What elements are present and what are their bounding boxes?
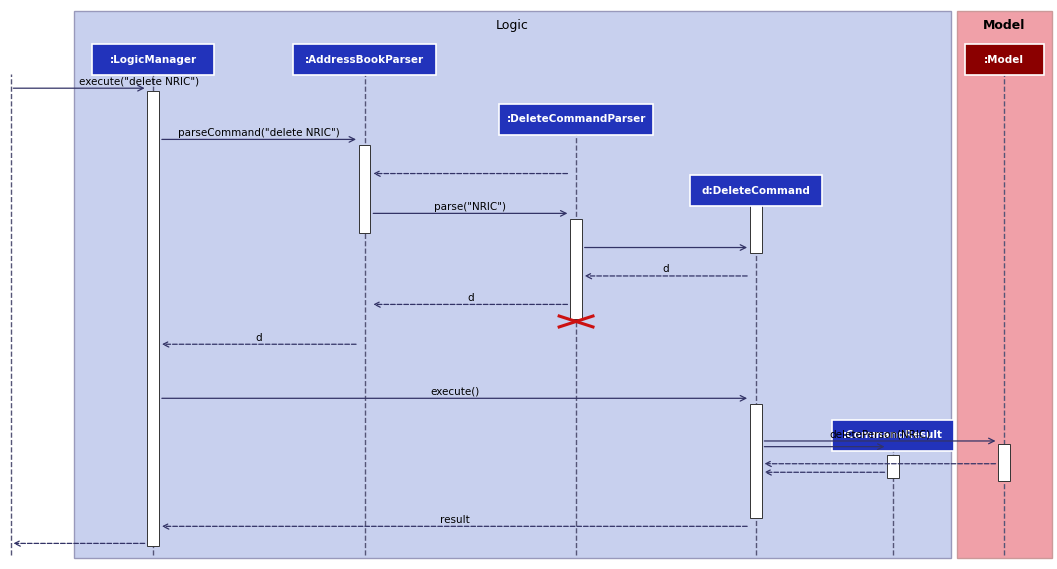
Bar: [750, 404, 761, 518]
FancyBboxPatch shape: [833, 420, 953, 451]
Bar: [571, 219, 581, 319]
FancyBboxPatch shape: [293, 44, 435, 76]
Bar: [957, 11, 1052, 558]
Text: :Model: :Model: [984, 55, 1024, 65]
Text: deletePerson(NRIC): deletePerson(NRIC): [830, 429, 930, 439]
Bar: [74, 11, 951, 558]
FancyBboxPatch shape: [689, 175, 822, 207]
Bar: [147, 91, 159, 546]
Text: d: d: [663, 264, 669, 274]
Text: d:DeleteCommand: d:DeleteCommand: [701, 185, 811, 196]
Text: :DeleteCommandParser: :DeleteCommandParser: [506, 114, 646, 125]
FancyBboxPatch shape: [500, 104, 653, 135]
FancyBboxPatch shape: [964, 44, 1043, 76]
Text: d: d: [256, 332, 262, 343]
FancyBboxPatch shape: [93, 44, 214, 76]
Text: execute("delete NRIC"): execute("delete NRIC"): [79, 76, 200, 86]
Text: :AddressBookParser: :AddressBookParser: [305, 55, 424, 65]
Text: execute(): execute(): [430, 386, 479, 397]
Text: result: result: [440, 514, 469, 525]
Text: parse("NRIC"): parse("NRIC"): [434, 201, 506, 212]
Text: d: d: [467, 292, 474, 303]
Text: :CommandResult: :CommandResult: [843, 430, 943, 440]
Bar: [998, 444, 1010, 481]
Text: :LogicManager: :LogicManager: [110, 55, 197, 65]
Bar: [888, 455, 898, 478]
Text: Model: Model: [983, 19, 1025, 32]
Bar: [750, 205, 761, 253]
Bar: [358, 145, 370, 233]
Text: parseCommand("delete NRIC"): parseCommand("delete NRIC"): [178, 127, 340, 138]
Text: Logic: Logic: [496, 19, 530, 32]
